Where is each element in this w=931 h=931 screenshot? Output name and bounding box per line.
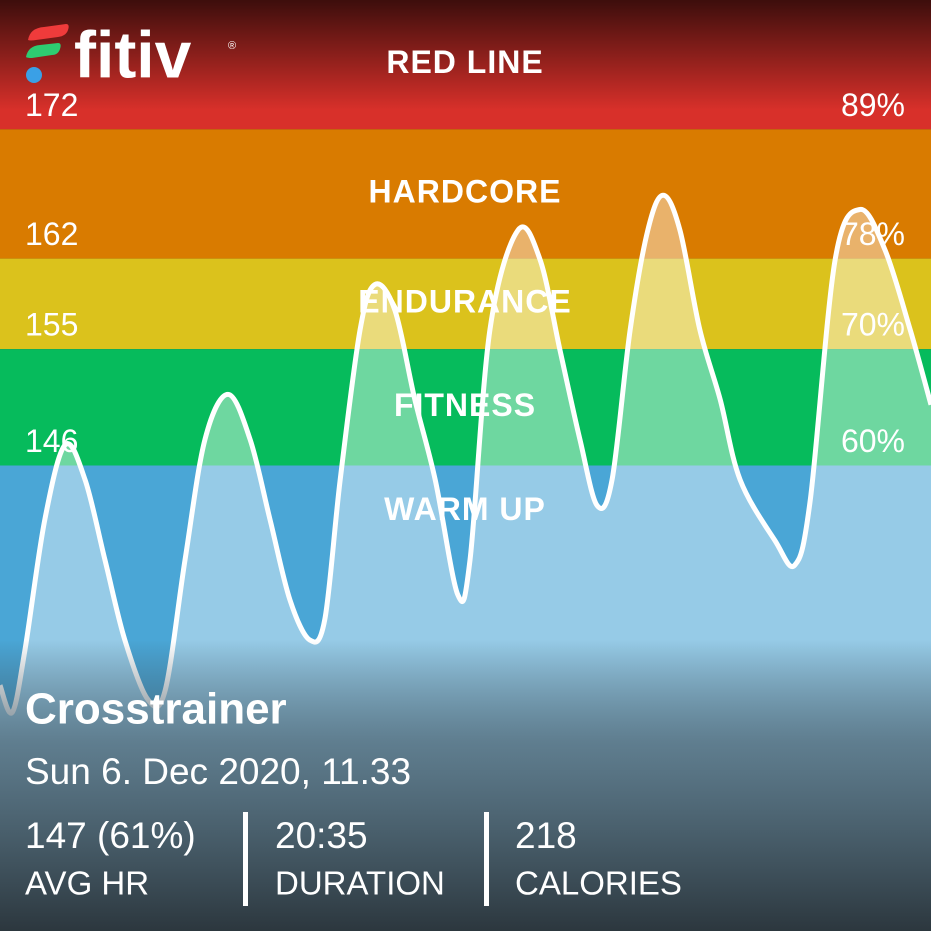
- logo-dot: [26, 67, 42, 83]
- logo: fitiv ®: [26, 17, 236, 91]
- logo-mark: ®: [228, 40, 236, 52]
- stat-value: 20:35: [275, 815, 368, 856]
- zone-percent: 70%: [841, 307, 905, 343]
- zone-bpm: 162: [25, 216, 78, 252]
- stat-value: 147 (61%): [25, 815, 196, 856]
- top-shade: [0, 0, 931, 110]
- stat-label: AVG HR: [25, 865, 149, 902]
- zone-name: HARDCORE: [369, 173, 562, 209]
- zone-band: [0, 258, 931, 350]
- workout-date: Sun 6. Dec 2020, 11.33: [25, 751, 411, 792]
- logo-stripe: [26, 43, 61, 58]
- stat-label: CALORIES: [515, 865, 682, 902]
- divider: [484, 812, 489, 906]
- logo-stripe: [28, 24, 69, 41]
- stat-label: DURATION: [275, 865, 445, 902]
- zone-bpm: 146: [25, 423, 78, 459]
- zone-band: [0, 349, 931, 466]
- logo-text: fitiv: [74, 17, 192, 91]
- zone-band: [0, 129, 931, 259]
- zone-bpm: 172: [25, 87, 78, 123]
- zone-percent: 89%: [841, 87, 905, 123]
- bottom-shade: [0, 640, 931, 931]
- workout-title: Crosstrainer: [25, 685, 287, 734]
- zone-name: WARM UP: [384, 491, 546, 527]
- zone-percent: 60%: [841, 423, 905, 459]
- divider: [243, 812, 248, 906]
- zone-name: ENDURANCE: [358, 283, 571, 319]
- zone-name: RED LINE: [386, 44, 543, 80]
- stat-value: 218: [515, 815, 577, 856]
- zone-percent: 78%: [841, 216, 905, 252]
- zone-bpm: 155: [25, 307, 78, 343]
- zone-name: FITNESS: [394, 387, 536, 423]
